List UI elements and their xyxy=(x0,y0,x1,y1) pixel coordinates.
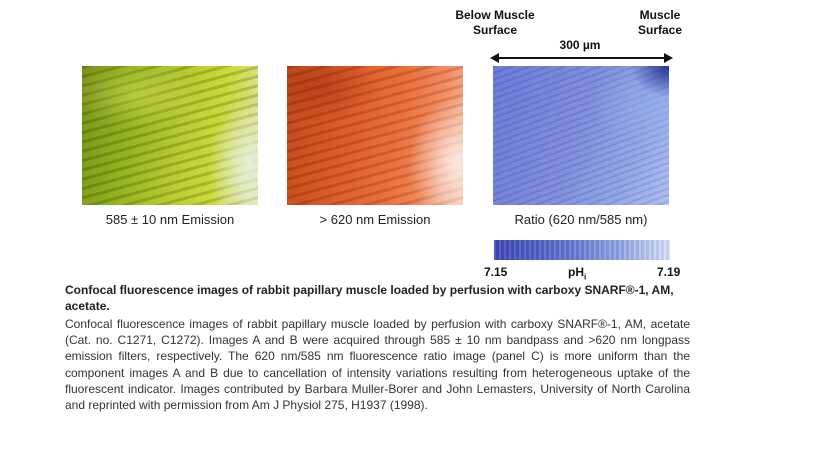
caption-body: Confocal fluorescence images of rabbit p… xyxy=(65,317,690,413)
below-surface-label-line2: Surface xyxy=(472,23,518,37)
below-surface-label: Below Muscle Surface xyxy=(446,8,544,38)
scale-arrow xyxy=(490,51,673,63)
colorbar-unit-label: pHi xyxy=(568,265,586,281)
double-arrow-icon xyxy=(490,53,673,63)
muscle-surface-label-line1: Muscle xyxy=(639,8,681,22)
colorbar-unit-sub: i xyxy=(584,272,587,282)
panel-c-image xyxy=(493,66,669,205)
panel-c-label: Ratio (620 nm/585 nm) xyxy=(514,212,648,227)
below-surface-label-line1: Below Muscle xyxy=(455,8,535,22)
caption-title: Confocal fluorescence images of rabbit p… xyxy=(65,283,674,313)
scale-label: 300 µm xyxy=(559,38,601,52)
panel-a-label: 585 ± 10 nm Emission xyxy=(105,212,235,227)
panel-b-image xyxy=(287,66,463,205)
panel-b-label: > 620 nm Emission xyxy=(319,212,431,227)
panel-a-image xyxy=(82,66,258,205)
colorbar-min-label: 7.15 xyxy=(484,265,508,279)
muscle-surface-label-line2: Surface xyxy=(637,23,683,37)
colorbar-max-label: 7.19 xyxy=(657,265,681,279)
muscle-surface-label: Muscle Surface xyxy=(628,8,692,38)
ph-colorbar xyxy=(494,240,670,260)
colorbar-unit-base: pH xyxy=(568,265,584,279)
